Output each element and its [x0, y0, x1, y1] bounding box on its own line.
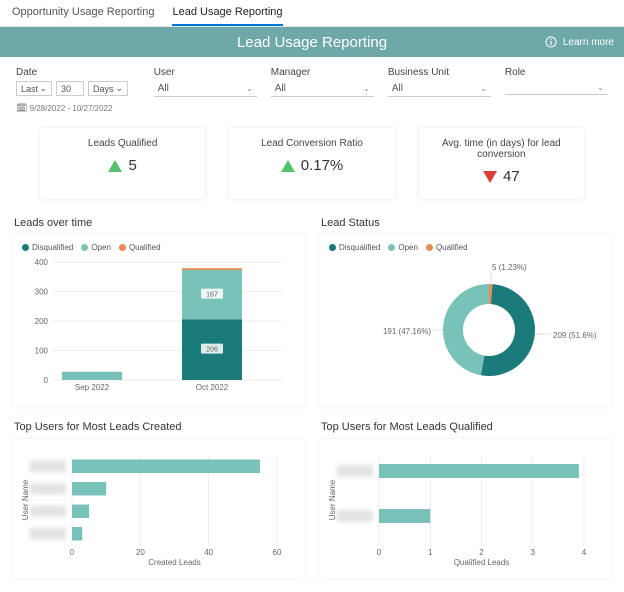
svg-text:Oct 2022: Oct 2022 — [196, 383, 229, 392]
panel-title-lead-status: Lead Status — [321, 217, 612, 229]
filter-manager-label: Manager — [271, 67, 374, 78]
panel-title-top-qualified: Top Users for Most Leads Qualified — [321, 421, 612, 433]
filter-user-label: User — [154, 67, 257, 78]
filter-bar: Date Last⌄ 30 Days⌄ User All⌄ Manager Al… — [0, 57, 624, 99]
date-range-text: 🗓 9/28/2022 - 10/27/2022 — [0, 99, 624, 114]
svg-text:100: 100 — [35, 347, 49, 356]
filter-manager-select[interactable]: All⌄ — [271, 81, 374, 97]
svg-text:60: 60 — [273, 548, 282, 557]
svg-text:0: 0 — [377, 548, 382, 557]
leads-over-time-chart: 0 100 200 300 400 Sep 2022 206 167 Oct 2022 — [22, 256, 292, 396]
kpi1-title: Leads Qualified — [48, 138, 197, 149]
kpi-row: Leads Qualified 5 Lead Conversion Ratio … — [0, 114, 624, 217]
filter-date-label: Date — [16, 67, 140, 78]
filter-bu-select[interactable]: All⌄ — [388, 81, 491, 97]
panel-top-qualified: 0 1 2 3 4 Qualified Leads User Name — [319, 439, 612, 578]
tab-lead[interactable]: Lead Usage Reporting — [172, 6, 282, 26]
info-icon — [545, 36, 557, 48]
filter-role-select[interactable]: ⌄ — [505, 81, 608, 95]
svg-text:191 (47.16%): 191 (47.16%) — [383, 327, 431, 336]
page-banner: Lead Usage Reporting Learn more — [0, 27, 624, 57]
svg-text:20: 20 — [136, 548, 145, 557]
svg-text:User Name: User Name — [22, 479, 30, 520]
tab-opportunity[interactable]: Opportunity Usage Reporting — [12, 6, 154, 26]
lead-status-chart: 5 (1.23%) 209 (51.6%) 191 (47.16%) — [329, 256, 599, 396]
svg-text:400: 400 — [35, 258, 49, 267]
svg-text:5 (1.23%): 5 (1.23%) — [492, 263, 527, 272]
trend-down-icon — [483, 171, 497, 183]
date-unit-select[interactable]: Days⌄ — [88, 81, 128, 96]
trend-up-icon — [108, 160, 122, 172]
svg-text:40: 40 — [204, 548, 213, 557]
svg-text:0: 0 — [44, 376, 49, 385]
learn-more-link[interactable]: Learn more — [545, 36, 614, 48]
svg-text:206: 206 — [206, 347, 218, 354]
svg-text:4: 4 — [582, 548, 587, 557]
svg-text:User Name: User Name — [329, 479, 337, 520]
top-created-chart: 0 20 40 60 Created Leads User Name — [22, 447, 292, 567]
ls-legend: Disqualified Open Qualified — [329, 243, 602, 252]
svg-text:3: 3 — [531, 548, 536, 557]
svg-text:0: 0 — [70, 548, 75, 557]
svg-text:209 (51.6%): 209 (51.6%) — [553, 331, 597, 340]
panel-title-leads-over-time: Leads over time — [14, 217, 305, 229]
date-num-select[interactable]: 30 — [56, 81, 84, 96]
lot-legend: Disqualified Open Qualified — [22, 243, 295, 252]
svg-text:Sep 2022: Sep 2022 — [75, 383, 110, 392]
kpi-avg-time: Avg. time (in days) for lead conversion … — [419, 128, 584, 199]
kpi2-title: Lead Conversion Ratio — [237, 138, 386, 149]
panel-top-created: 0 20 40 60 Created Leads User Name — [12, 439, 305, 578]
svg-text:200: 200 — [35, 317, 49, 326]
svg-text:Qualified Leads: Qualified Leads — [454, 558, 510, 567]
svg-text:1: 1 — [428, 548, 433, 557]
kpi2-value: 0.17% — [301, 157, 344, 174]
kpi3-title: Avg. time (in days) for lead conversion — [427, 138, 576, 160]
learn-more-label: Learn more — [563, 37, 614, 48]
kpi3-value: 47 — [503, 168, 520, 185]
date-last-select[interactable]: Last⌄ — [16, 81, 52, 96]
panel-leads-over-time: Disqualified Open Qualified 0 100 200 300 40… — [12, 235, 305, 407]
top-qualified-chart: 0 1 2 3 4 Qualified Leads User Name — [329, 447, 599, 567]
panel-lead-status: Disqualified Open Qualified 5 (1.23%) 209… — [319, 235, 612, 407]
trend-up-icon — [281, 160, 295, 172]
banner-title: Lead Usage Reporting — [237, 34, 387, 51]
filter-bu-label: Business Unit — [388, 67, 491, 78]
filter-user-select[interactable]: All⌄ — [154, 81, 257, 97]
svg-text:2: 2 — [479, 548, 484, 557]
kpi-leads-qualified: Leads Qualified 5 — [40, 128, 205, 199]
filter-role-label: Role — [505, 67, 608, 78]
kpi1-value: 5 — [128, 157, 136, 174]
report-tabs: Opportunity Usage Reporting Lead Usage R… — [0, 0, 624, 27]
svg-text:300: 300 — [35, 288, 49, 297]
panel-title-top-created: Top Users for Most Leads Created — [14, 421, 305, 433]
svg-text:167: 167 — [206, 292, 218, 299]
svg-text:Created Leads: Created Leads — [148, 558, 200, 567]
kpi-conversion-ratio: Lead Conversion Ratio 0.17% — [229, 128, 394, 199]
